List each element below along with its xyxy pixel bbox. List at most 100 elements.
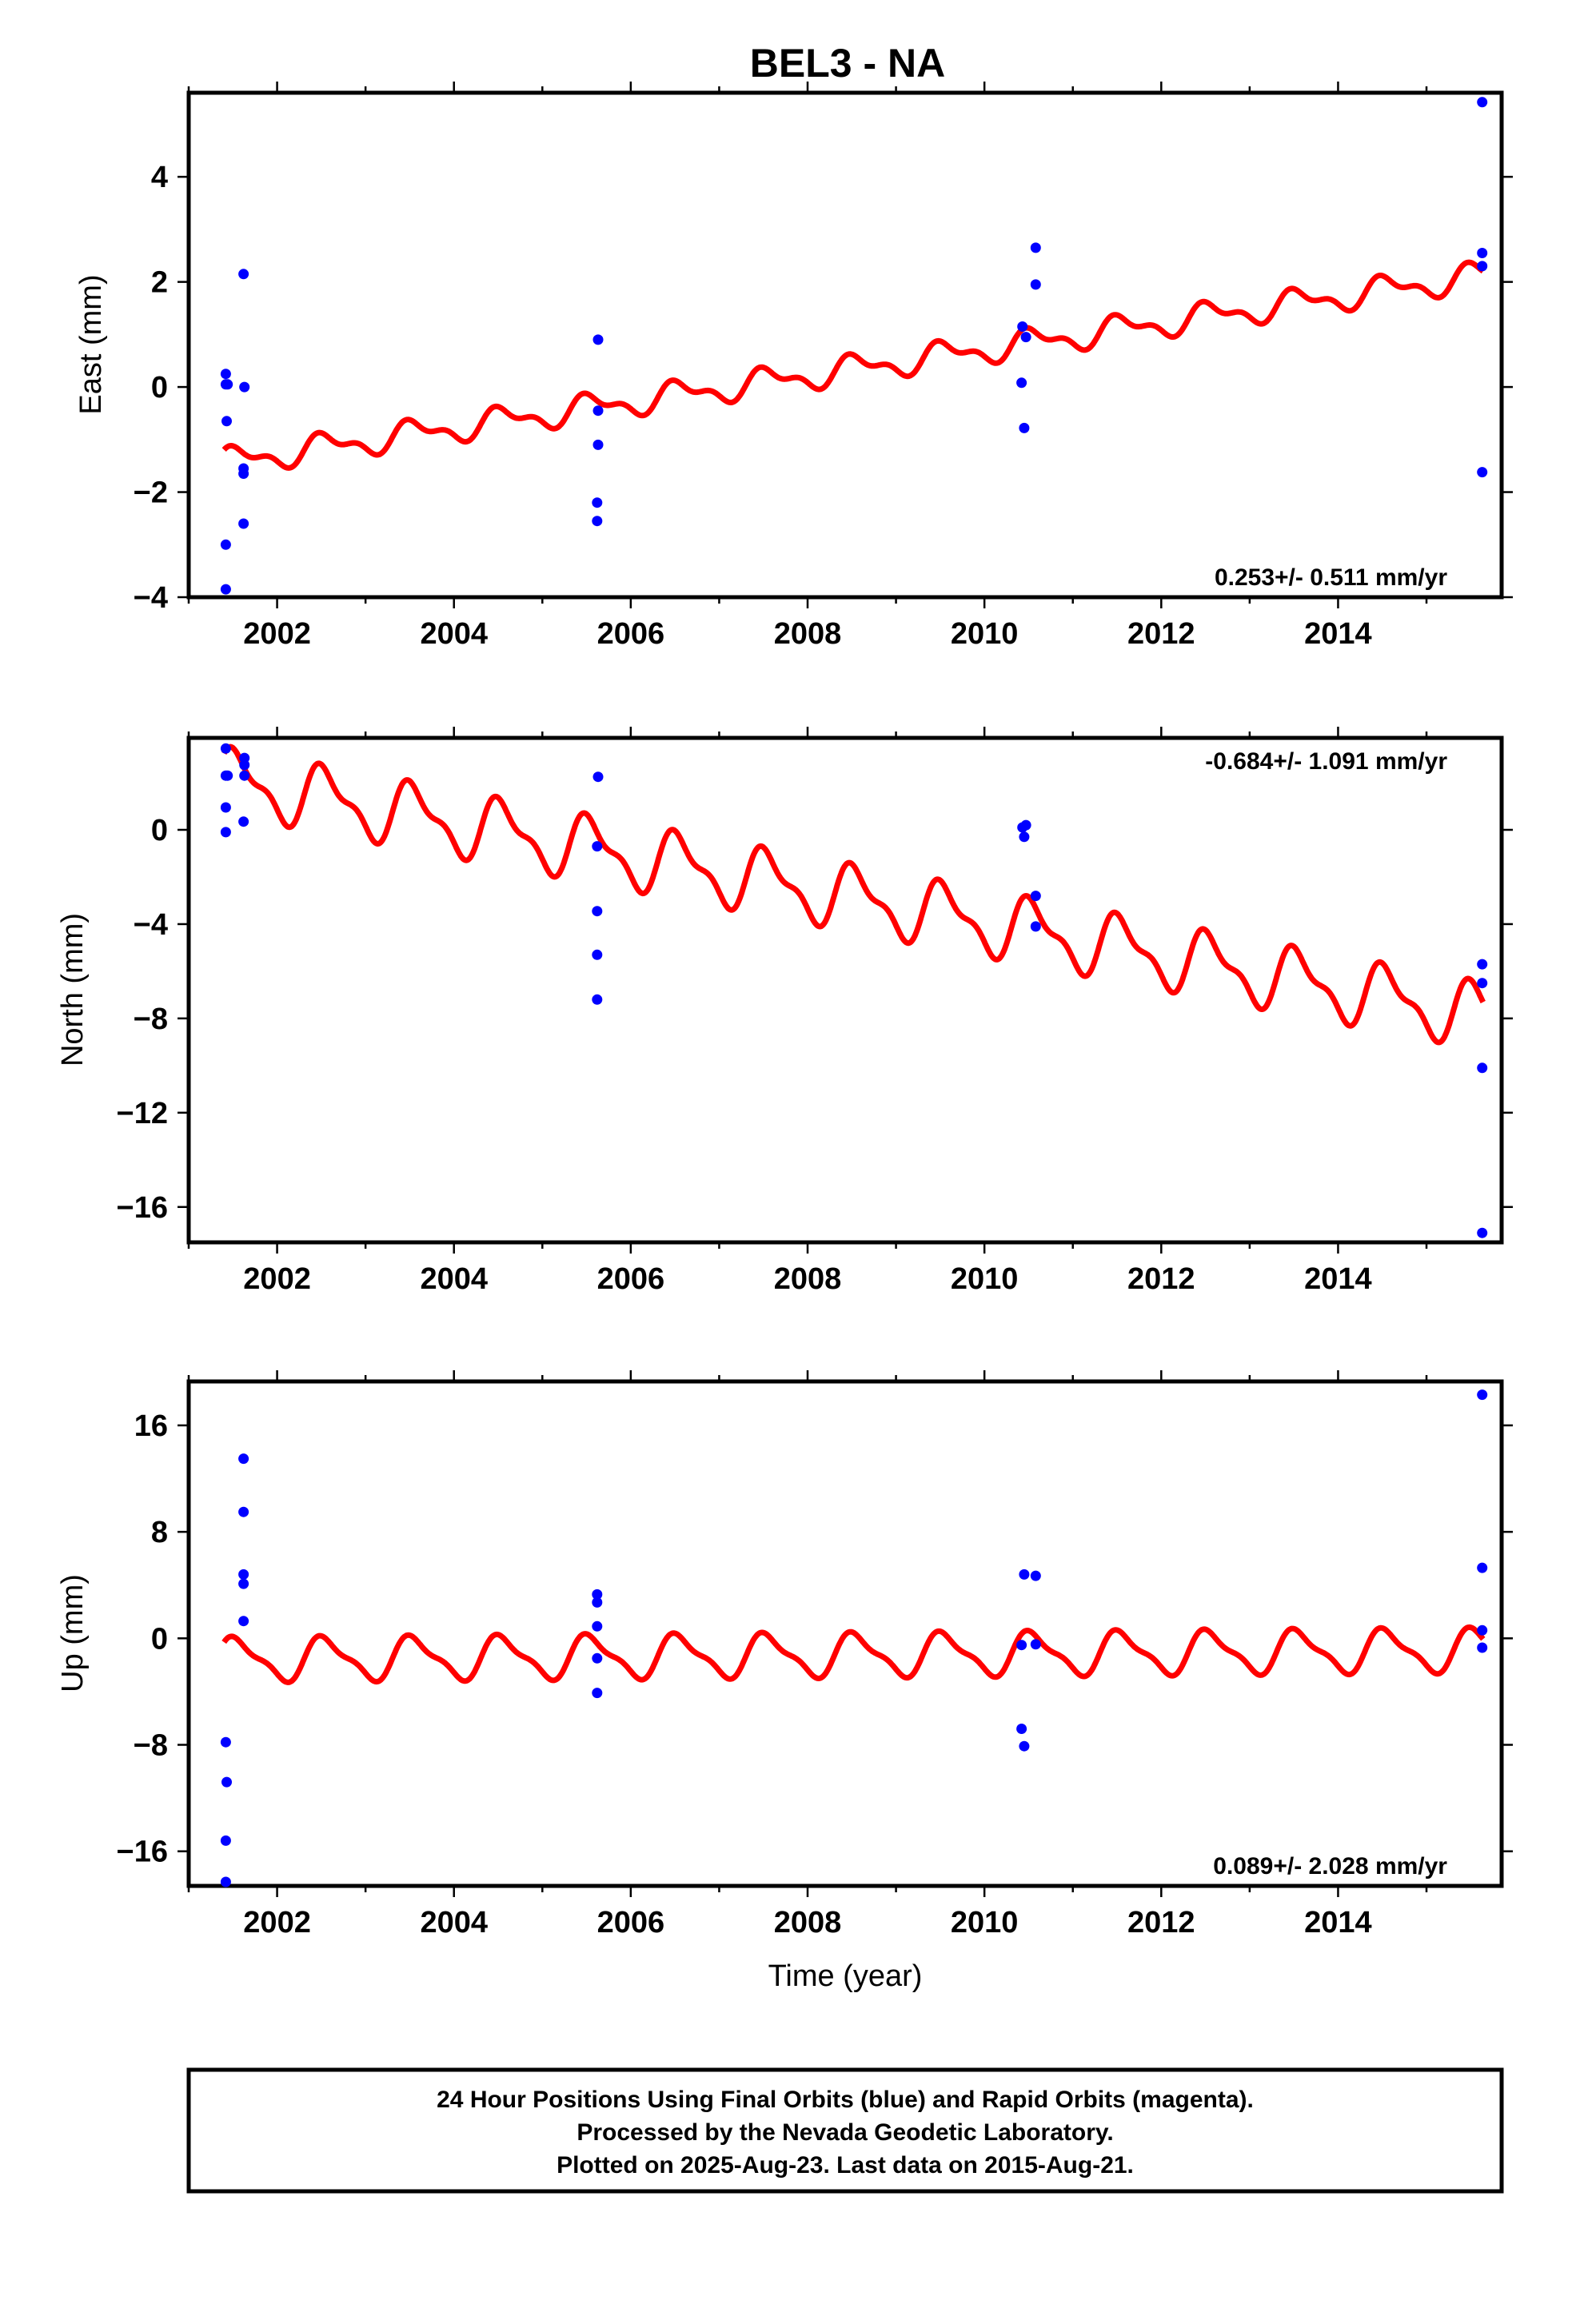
east-data-point bbox=[1477, 261, 1488, 272]
up-y-tick-label: −16 bbox=[117, 1836, 168, 1869]
up-data-point bbox=[220, 1736, 231, 1748]
up-data-point bbox=[1477, 1389, 1488, 1401]
up-y-tick-label: 16 bbox=[134, 1409, 168, 1443]
footer-frame bbox=[186, 2067, 1504, 2194]
up-data-point bbox=[1477, 1562, 1488, 1573]
north-data-point bbox=[1477, 978, 1488, 989]
x-axis-title: Time (year) bbox=[768, 1959, 923, 1993]
up-data-point bbox=[1477, 1624, 1488, 1636]
up-y-axis-label: Up (mm) bbox=[56, 1574, 90, 1692]
east-data-point bbox=[221, 416, 232, 427]
east-y-axis-label: East (mm) bbox=[74, 274, 108, 414]
east-x-tick-label: 2010 bbox=[951, 617, 1019, 651]
east-velocity-label: 0.253+/- 0.511 mm/yr bbox=[1215, 564, 1447, 591]
east-y-tick-label: −4 bbox=[134, 581, 168, 615]
up-x-tick-label: 2008 bbox=[774, 1906, 842, 1939]
north-x-axis: 2002 2004 2006 2008 2010 2012 2014 bbox=[187, 727, 1428, 1296]
up-y-axis: −16 −8 0 8 16 bbox=[117, 1409, 1513, 1869]
east-data-point bbox=[592, 405, 604, 417]
east-model-line bbox=[221, 259, 1486, 471]
up-data-point bbox=[238, 1578, 249, 1589]
up-data-point bbox=[1019, 1569, 1030, 1580]
north-y-tick-label: −8 bbox=[134, 1003, 168, 1036]
north-data-point bbox=[220, 802, 231, 813]
east-data-point bbox=[238, 269, 249, 280]
east-x-axis: 2002 2004 2006 2008 2010 2012 2014 bbox=[187, 82, 1428, 651]
east-plot-area bbox=[220, 97, 1488, 595]
east-data-point bbox=[238, 518, 249, 529]
north-plot-area bbox=[220, 743, 1488, 1238]
east-plot-frame bbox=[186, 90, 1504, 600]
north-data-point bbox=[239, 759, 250, 771]
north-y-tick-label: −16 bbox=[117, 1191, 168, 1225]
east-data-point bbox=[1477, 467, 1488, 478]
footer-box: 24 Hour Positions Using Final Orbits (bl… bbox=[186, 2067, 1504, 2194]
up-data-point bbox=[592, 1620, 603, 1632]
north-x-tick-label: 2010 bbox=[951, 1262, 1019, 1296]
east-data-point bbox=[592, 516, 603, 527]
north-velocity-label: -0.684+/- 1.091 mm/yr bbox=[1205, 748, 1447, 775]
up-data-point bbox=[1030, 1639, 1041, 1650]
up-data-point bbox=[1019, 1740, 1030, 1752]
up-data-point bbox=[1016, 1640, 1027, 1651]
north-data-point bbox=[592, 949, 603, 960]
north-data-point bbox=[1477, 1062, 1488, 1074]
north-model-line bbox=[221, 743, 1486, 1046]
east-x-tick-label: 2006 bbox=[597, 617, 665, 651]
east-data-point bbox=[220, 539, 231, 550]
east-data-point bbox=[1030, 279, 1041, 290]
east-data-point bbox=[1477, 97, 1488, 108]
up-panel: −16 −8 0 8 16 2002 2004 2006 2008 2010 2012 2014 U… bbox=[56, 1370, 1513, 1993]
footer-line-2: Processed by the Nevada Geodetic Laborat… bbox=[577, 2119, 1113, 2146]
north-x-tick-label: 2002 bbox=[243, 1262, 311, 1296]
east-data-point bbox=[592, 334, 604, 345]
east-data-point bbox=[220, 369, 231, 380]
east-y-tick-label: 2 bbox=[151, 266, 168, 300]
north-data-point bbox=[1477, 959, 1488, 970]
east-data-point bbox=[592, 497, 603, 508]
north-data-point bbox=[1030, 921, 1041, 932]
up-x-tick-label: 2010 bbox=[951, 1906, 1019, 1939]
up-data-point bbox=[592, 1597, 603, 1608]
up-data-point bbox=[1477, 1642, 1488, 1653]
north-data-point bbox=[592, 994, 603, 1005]
up-data-point bbox=[1030, 1570, 1041, 1581]
east-x-tick-label: 2012 bbox=[1127, 617, 1195, 651]
east-data-point bbox=[220, 584, 231, 595]
north-data-point bbox=[592, 906, 603, 917]
north-x-tick-label: 2012 bbox=[1127, 1262, 1195, 1296]
up-x-tick-label: 2004 bbox=[420, 1906, 488, 1939]
north-data-point bbox=[592, 841, 603, 852]
up-x-tick-label: 2012 bbox=[1127, 1906, 1195, 1939]
up-plot-frame bbox=[186, 1379, 1504, 1888]
east-x-tick-label: 2008 bbox=[774, 617, 842, 651]
east-y-tick-label: 4 bbox=[151, 161, 168, 194]
east-x-tick-label: 2014 bbox=[1304, 617, 1372, 651]
north-x-tick-label: 2008 bbox=[774, 1262, 842, 1296]
north-data-point bbox=[1019, 831, 1030, 843]
north-data-point bbox=[1030, 891, 1041, 902]
north-data-point bbox=[1020, 819, 1031, 831]
up-data-point bbox=[238, 1616, 249, 1627]
east-x-tick-label: 2004 bbox=[420, 617, 488, 651]
north-y-tick-label: 0 bbox=[151, 814, 168, 847]
footer-line-3: Plotted on 2025-Aug-23. Last data on 201… bbox=[557, 2152, 1134, 2179]
east-data-point bbox=[238, 468, 249, 479]
north-y-tick-label: −4 bbox=[134, 908, 168, 942]
east-data-point bbox=[1019, 422, 1030, 433]
up-y-tick-label: 8 bbox=[151, 1516, 168, 1549]
east-data-point bbox=[1477, 248, 1488, 258]
east-y-axis: −4 −2 0 2 4 bbox=[134, 161, 1513, 615]
north-data-point bbox=[220, 827, 231, 838]
up-y-tick-label: 0 bbox=[151, 1622, 168, 1656]
north-data-point bbox=[239, 770, 250, 781]
up-x-tick-label: 2014 bbox=[1304, 1906, 1372, 1939]
north-panel: −16 −12 −8 −4 0 2002 2004 2006 2008 2010 2012 2014… bbox=[56, 727, 1513, 1296]
east-data-point bbox=[1030, 242, 1041, 253]
up-x-tick-label: 2002 bbox=[243, 1906, 311, 1939]
up-data-point bbox=[221, 1776, 232, 1788]
up-data-point bbox=[238, 1453, 249, 1465]
north-data-point bbox=[238, 816, 249, 827]
up-data-point bbox=[592, 1589, 603, 1600]
